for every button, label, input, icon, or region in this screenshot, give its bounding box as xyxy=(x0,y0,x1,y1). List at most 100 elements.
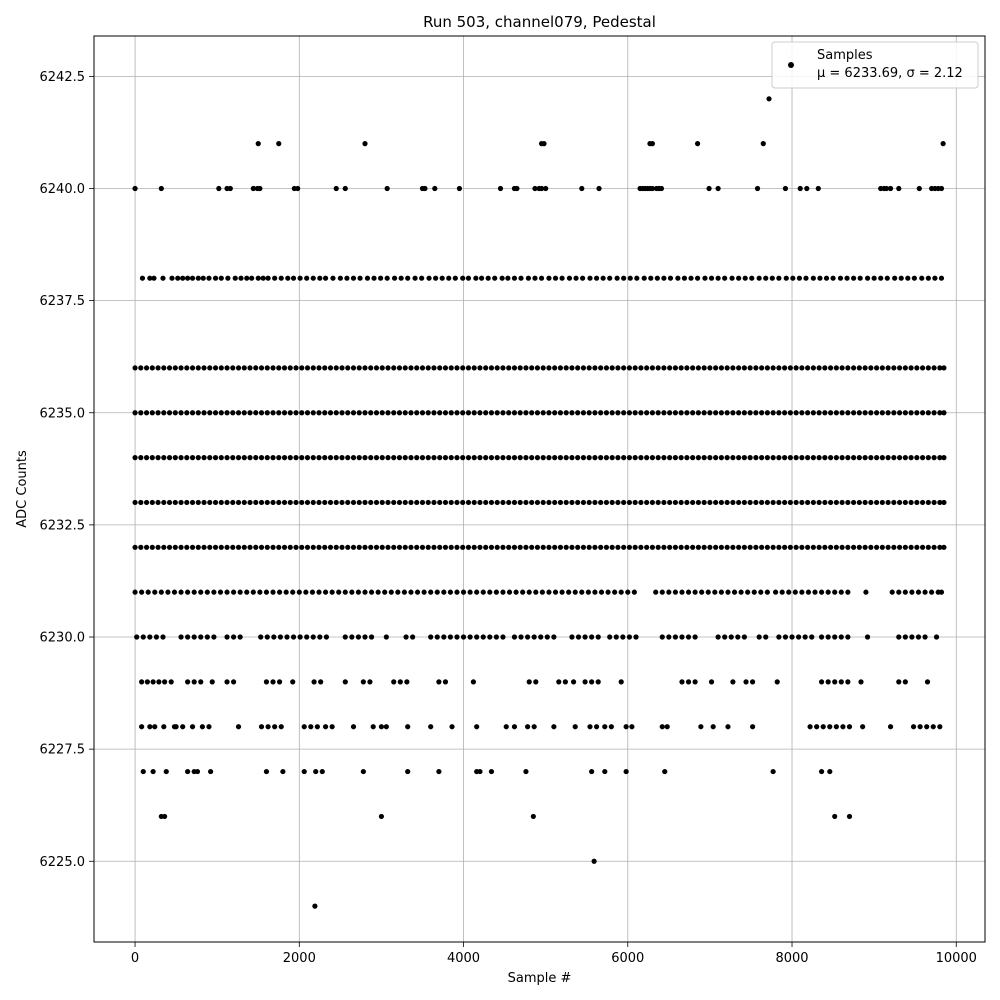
data-point xyxy=(815,185,821,192)
data-point xyxy=(379,499,385,506)
data-point xyxy=(810,455,816,461)
data-point xyxy=(609,365,615,371)
data-point xyxy=(290,634,297,640)
data-point xyxy=(941,365,947,371)
data-point xyxy=(593,275,600,281)
data-point xyxy=(163,768,169,775)
data-point xyxy=(930,724,936,730)
data-point xyxy=(844,275,850,281)
data-point xyxy=(538,275,545,281)
data-point xyxy=(919,410,926,416)
data-point xyxy=(580,410,587,416)
data-point xyxy=(506,365,512,371)
data-point xyxy=(149,544,155,550)
data-point xyxy=(851,410,857,416)
data-point xyxy=(917,724,923,730)
data-point xyxy=(694,141,701,147)
data-point xyxy=(713,544,719,550)
data-point xyxy=(540,455,546,461)
data-point xyxy=(629,724,635,730)
data-point xyxy=(864,275,871,281)
data-point xyxy=(333,455,339,461)
data-point xyxy=(441,634,447,640)
data-point xyxy=(448,455,454,461)
data-point xyxy=(281,410,288,416)
data-point xyxy=(730,410,736,416)
data-point xyxy=(825,589,831,595)
data-point xyxy=(885,410,891,416)
y-tick-label: 6232.5 xyxy=(40,518,86,533)
data-point xyxy=(534,455,541,461)
data-point xyxy=(523,768,529,775)
data-point xyxy=(169,275,175,281)
data-point xyxy=(456,185,463,192)
data-point xyxy=(201,410,207,416)
data-point xyxy=(207,455,213,461)
data-point xyxy=(391,499,397,506)
data-point xyxy=(879,410,885,416)
data-point xyxy=(540,410,546,416)
data-point xyxy=(310,410,316,416)
data-point xyxy=(764,499,770,506)
data-point xyxy=(889,589,895,595)
data-point xyxy=(276,410,282,416)
data-point xyxy=(434,589,440,595)
data-point xyxy=(310,365,316,371)
data-point xyxy=(695,410,702,416)
data-point xyxy=(822,544,828,550)
data-point xyxy=(805,544,811,550)
data-point xyxy=(807,724,813,730)
data-point xyxy=(419,544,426,550)
data-point xyxy=(207,365,213,371)
data-point xyxy=(731,589,738,595)
data-point xyxy=(845,634,851,640)
data-point xyxy=(793,544,799,550)
data-point xyxy=(195,275,201,281)
data-point xyxy=(426,275,432,281)
data-point xyxy=(494,410,500,416)
data-point xyxy=(898,275,904,281)
data-point xyxy=(375,589,381,595)
data-point xyxy=(206,724,212,730)
data-point xyxy=(598,410,604,416)
data-point xyxy=(883,185,890,192)
data-point xyxy=(184,544,190,550)
data-point xyxy=(425,410,431,416)
data-point xyxy=(211,634,217,640)
data-point xyxy=(345,410,351,416)
data-point xyxy=(419,275,425,281)
data-point xyxy=(915,634,922,640)
data-point xyxy=(231,634,237,640)
data-point xyxy=(718,410,724,416)
data-point xyxy=(690,455,696,461)
data-point xyxy=(304,634,310,640)
data-point xyxy=(736,275,742,281)
data-point xyxy=(839,365,845,371)
data-point xyxy=(517,455,523,461)
chart-title: Run 503, channel079, Pedestal xyxy=(423,13,656,31)
data-point xyxy=(924,679,931,685)
data-point xyxy=(885,544,891,550)
data-point xyxy=(817,275,823,281)
data-point xyxy=(933,634,940,640)
y-tick-label: 6230.0 xyxy=(40,631,86,646)
data-point xyxy=(931,410,937,416)
data-point xyxy=(377,275,384,281)
data-point xyxy=(194,768,201,775)
data-point xyxy=(339,455,345,461)
data-point xyxy=(816,455,822,461)
x-tick-label: 6000 xyxy=(611,951,644,966)
data-point xyxy=(155,455,161,461)
data-point xyxy=(593,724,600,730)
data-point xyxy=(180,724,186,730)
data-point xyxy=(915,589,922,595)
data-point xyxy=(467,634,473,640)
data-point xyxy=(216,185,222,192)
data-point xyxy=(318,679,324,685)
data-point xyxy=(868,455,874,461)
data-point xyxy=(301,724,307,730)
data-point xyxy=(602,768,608,775)
data-point xyxy=(487,634,493,640)
data-point xyxy=(776,455,782,461)
data-point xyxy=(224,499,230,506)
